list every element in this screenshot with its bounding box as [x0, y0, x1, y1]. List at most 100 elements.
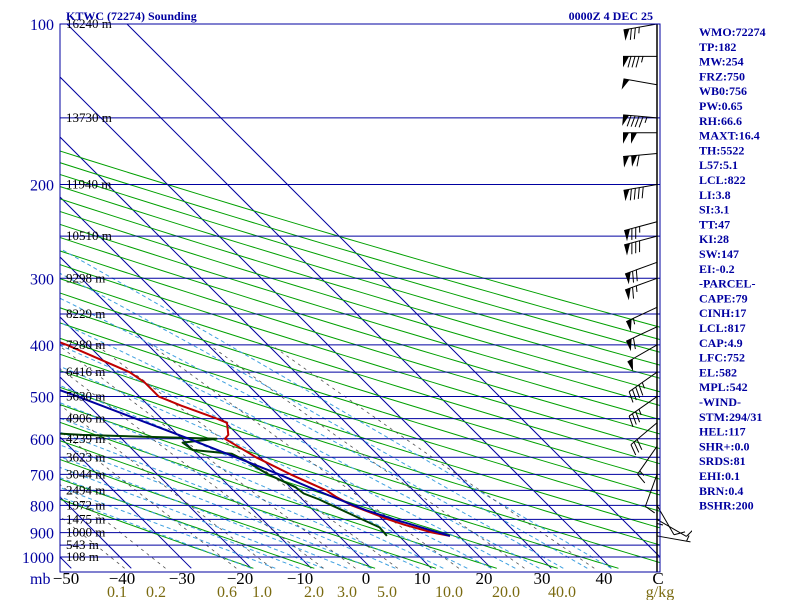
mixing-ratio-label: 3.0 [337, 584, 357, 600]
mixing-ratio-label: 40.0 [548, 584, 576, 600]
wind-barb [624, 184, 657, 201]
wind-barb-feather [634, 28, 635, 39]
index-line: -PARCEL- [699, 277, 755, 291]
dry-adiabat-line [0, 24, 800, 568]
wind-barb-feather [631, 445, 636, 455]
wind-barb-staff [657, 536, 690, 542]
wind-barb [623, 56, 657, 67]
wind-barb-feather [628, 56, 631, 67]
mixing-ratio-line [151, 345, 459, 568]
wind-barb-feather [642, 187, 643, 198]
index-line: LI:3.8 [699, 188, 731, 202]
wind-barb-staff [624, 79, 657, 85]
height-label: 3044 m [66, 466, 105, 481]
index-line: -WIND- [699, 395, 741, 409]
isobars [60, 24, 660, 557]
index-line: EHI:0.1 [699, 469, 740, 483]
mixing-ratio-label: 2.0 [304, 584, 324, 600]
wind-barb-feather [630, 189, 631, 200]
dry-adiabat-line [0, 24, 800, 568]
pressure-unit-label: mb [30, 571, 50, 588]
wind-barb [623, 133, 657, 144]
wind-barb [624, 24, 657, 41]
index-line: TH:5522 [699, 143, 744, 157]
wind-barb-pennant [624, 243, 630, 255]
indices-panel: WMO:72274TP:182MW:254FRZ:750WB0:756PW:0.… [699, 25, 766, 513]
wind-barb-feather [633, 271, 634, 282]
index-line: CAP:4.9 [699, 336, 743, 350]
height-label: 9298 m [66, 270, 105, 285]
mixing-ratio-label: 20.0 [492, 584, 520, 600]
wind-barb [625, 278, 657, 300]
index-line: SW:147 [699, 247, 739, 261]
wind-barb [622, 79, 657, 90]
wind-barb-half-feather [633, 318, 634, 324]
wind-barb-staff [631, 423, 657, 445]
height-label: 2494 m [66, 482, 105, 497]
height-label: 108 m [66, 549, 99, 564]
wind-barb [626, 307, 657, 331]
isotherm-line [0, 12, 311, 568]
wind-barb [657, 505, 685, 534]
pressure-tick-label: 200 [30, 177, 54, 194]
pressure-tick-label: 300 [30, 271, 54, 288]
wind-barb-feather [636, 270, 637, 281]
wind-barb-half-feather [636, 286, 637, 292]
pressure-tick-label: 600 [30, 432, 54, 449]
height-label: 3623 m [66, 449, 105, 464]
index-line: CINH:17 [699, 306, 746, 320]
index-line: EL:582 [699, 365, 737, 379]
height-label: 6416 m [66, 364, 105, 379]
wind-barb-pennant [622, 79, 630, 90]
dry-adiabat-line [0, 24, 800, 568]
height-label: 5630 m [66, 389, 105, 404]
wind-barb-pennant [624, 229, 630, 241]
index-line: TT:47 [699, 217, 730, 231]
title-left: KTWC (72274) Sounding [66, 9, 197, 23]
isotherm-line [0, 12, 11, 568]
wind-barb-feather [637, 155, 639, 166]
mixing-ratio-label: 0.2 [146, 584, 166, 600]
index-line: MPL:542 [699, 380, 748, 394]
index-line: LFC:752 [699, 351, 745, 365]
wind-barb-feather [632, 56, 635, 67]
height-label: 4906 m [66, 411, 105, 426]
wind-barb-feather [630, 29, 631, 40]
index-line: CAPE:79 [699, 291, 748, 305]
pressure-tick-label: 400 [30, 338, 54, 355]
wind-barb-pennant [623, 156, 629, 167]
index-line: STM:294/31 [699, 410, 762, 424]
pressure-tick-label: 100 [30, 17, 54, 34]
index-line: SI:3.1 [699, 203, 729, 217]
wind-barb [622, 115, 657, 127]
dry-adiabat-line [0, 24, 800, 568]
height-label: 1972 m [66, 497, 105, 512]
pressure-tick-label: 900 [30, 526, 54, 543]
index-line: TP:182 [699, 40, 736, 54]
index-line: PW:0.65 [699, 99, 743, 113]
dry-adiabat-line [0, 24, 800, 568]
height-label: 13730 m [66, 110, 112, 125]
dry-adiabat-line [0, 24, 800, 568]
wind-barb [625, 262, 657, 284]
wind-barb-staff [657, 519, 686, 536]
index-line: BRN:0.4 [699, 484, 743, 498]
wind-barb-feather [634, 188, 635, 199]
wind-barb-pennant [631, 133, 637, 144]
pressure-tick-label: 800 [30, 498, 54, 515]
wind-barb-pennant [623, 133, 629, 144]
wind-barb-half-feather [642, 56, 644, 62]
height-label: 11940 m [66, 176, 111, 191]
index-line: KI:28 [699, 232, 729, 246]
index-line: EI:-0.2 [699, 262, 735, 276]
dewpoint-profile [0, 24, 387, 536]
isotherm-line [0, 12, 431, 568]
wind-barb [628, 345, 657, 372]
index-line: FRZ:750 [699, 69, 745, 83]
index-line: LCL:822 [699, 173, 746, 187]
moist-adiabat-line [0, 184, 395, 568]
wind-barb-feather [686, 528, 694, 536]
dry-adiabat-line [0, 24, 800, 568]
mixing-ratio-label: 0.1 [107, 584, 127, 600]
